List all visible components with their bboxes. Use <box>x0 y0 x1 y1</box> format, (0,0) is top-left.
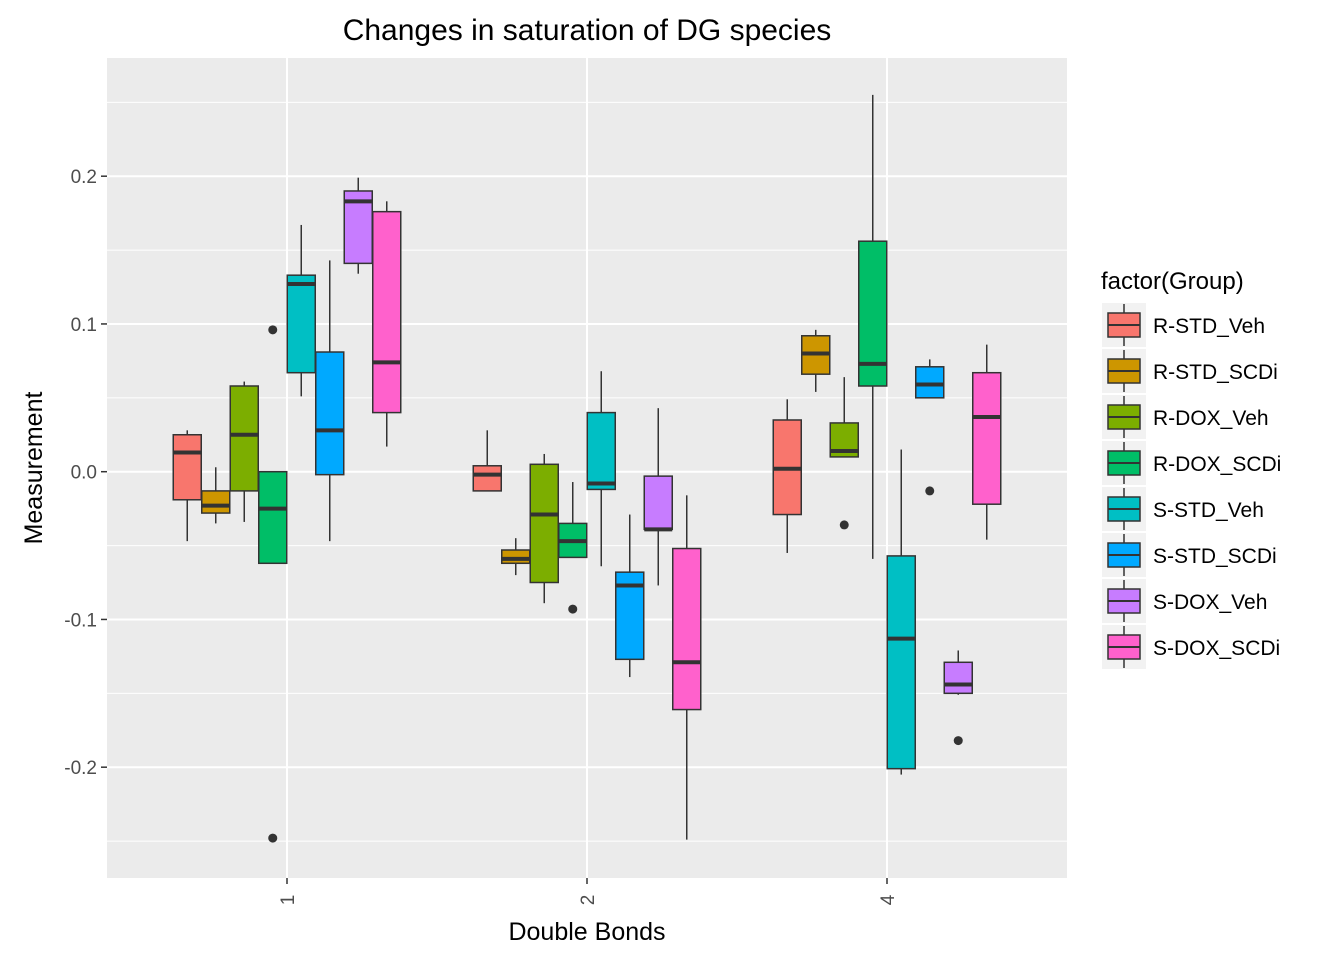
legend-label: S-DOX_Veh <box>1153 591 1267 614</box>
box-R-STD_SCDi-2 <box>501 538 531 576</box>
box-rect <box>501 549 531 565</box>
outlier-point <box>268 833 278 843</box>
legend-label: R-STD_SCDi <box>1153 361 1278 384</box>
box-R-DOX_Veh-4 <box>829 377 859 530</box>
box-S-STD_Veh-2 <box>586 371 616 567</box>
box-rect <box>372 210 402 414</box>
x-tick-label: 1 <box>278 895 299 906</box>
box-R-DOX_SCDi-4 <box>858 94 888 559</box>
y-axis-label: Measurement <box>20 392 48 545</box>
legend-label: S-STD_Veh <box>1153 499 1264 522</box>
box-layer <box>172 94 1002 843</box>
legend-title: factor(Group) <box>1101 268 1244 295</box>
y-tick-label: 0.1 <box>71 315 97 336</box>
legend-item-R-STD_SCDi: R-STD_SCDi <box>1102 349 1278 393</box>
box-rect <box>172 434 202 501</box>
chart-title: Changes in saturation of DG species <box>343 14 832 47</box>
box-rect <box>315 351 345 476</box>
x-axis: 1 2 4 <box>278 878 899 905</box>
outlier-point <box>268 325 278 335</box>
box-S-DOX_Veh-1 <box>343 177 373 274</box>
box-rect <box>972 371 1002 505</box>
x-axis-label: Double Bonds <box>508 918 665 946</box>
box-rect <box>201 490 231 514</box>
box-rect <box>643 475 673 531</box>
box-rect <box>672 547 702 711</box>
box-S-STD_SCDi-2 <box>615 514 645 678</box>
box-rect <box>943 661 973 695</box>
legend-label: S-DOX_SCDi <box>1153 637 1280 660</box>
box-rect <box>229 385 259 492</box>
legend-item-S-DOX_Veh: S-DOX_Veh <box>1102 579 1267 623</box>
outlier-point <box>925 486 935 496</box>
box-S-DOX_SCDi-1 <box>372 201 402 447</box>
x-tick-label: 2 <box>578 895 599 906</box>
legend: factor(Group) R-STD_Veh R-STD_SCDi R-DOX_V… <box>1101 268 1281 669</box>
box-R-DOX_Veh-1 <box>229 381 259 522</box>
box-R-DOX_SCDi-2 <box>558 482 588 614</box>
box-rect <box>472 465 502 492</box>
legend-item-R-DOX_Veh: R-DOX_Veh <box>1102 395 1269 439</box>
box-S-STD_SCDi-1 <box>315 260 345 542</box>
box-rect <box>886 555 916 770</box>
legend-item-S-STD_Veh: S-STD_Veh <box>1102 487 1264 531</box>
legend-item-R-DOX_SCDi: R-DOX_SCDi <box>1102 441 1281 485</box>
y-tick-label: -0.2 <box>64 758 97 779</box>
box-S-STD_Veh-1 <box>286 224 316 397</box>
legend-item-S-STD_SCDi: S-STD_SCDi <box>1102 533 1277 577</box>
outlier-point <box>953 736 963 746</box>
box-R-STD_Veh-1 <box>172 430 202 542</box>
box-rect <box>258 470 288 565</box>
outlier-point <box>839 520 849 530</box>
legend-label: R-DOX_SCDi <box>1153 453 1281 476</box>
legend-label: S-STD_SCDi <box>1153 545 1277 568</box>
y-tick-label: -0.1 <box>64 610 97 631</box>
x-tick-label: 4 <box>878 894 899 905</box>
box-S-STD_Veh-4 <box>886 449 916 775</box>
outlier-point <box>568 604 578 614</box>
legend-label: R-DOX_Veh <box>1153 407 1269 430</box>
box-R-DOX_SCDi-1 <box>258 325 288 843</box>
y-tick-label: 0.2 <box>71 167 97 188</box>
box-R-STD_SCDi-4 <box>801 329 831 392</box>
box-R-STD_Veh-2 <box>472 430 502 492</box>
box-S-STD_SCDi-4 <box>915 359 945 496</box>
box-R-DOX_Veh-2 <box>529 453 559 604</box>
box-rect <box>915 366 945 399</box>
box-S-DOX_SCDi-2 <box>672 495 702 840</box>
y-tick-label: 0.0 <box>71 463 97 484</box>
y-axis: -0.2 -0.1 0.0 0.1 0.2 <box>64 167 107 779</box>
box-rect <box>286 274 316 374</box>
legend-item-S-DOX_SCDi: S-DOX_SCDi <box>1102 625 1280 669</box>
box-S-DOX_SCDi-4 <box>972 344 1002 540</box>
legend-label: R-STD_Veh <box>1153 315 1265 338</box>
box-R-STD_SCDi-1 <box>201 467 231 524</box>
box-S-DOX_Veh-2 <box>643 408 673 586</box>
box-rect <box>586 411 616 491</box>
box-R-STD_Veh-4 <box>772 399 802 553</box>
box-rect <box>529 463 559 584</box>
box-S-DOX_Veh-4 <box>943 650 973 746</box>
legend-item-R-STD_Veh: R-STD_Veh <box>1102 303 1265 347</box>
